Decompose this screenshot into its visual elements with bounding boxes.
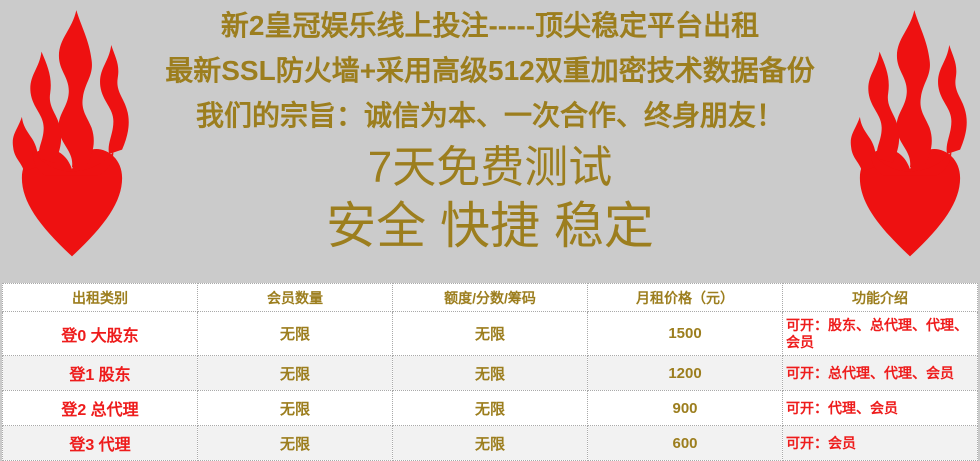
cell-quota: 无限: [392, 355, 588, 391]
cell-category: 登1 股东: [2, 355, 198, 391]
cell-category: 登0 大股东: [2, 311, 198, 356]
table-header-row: 出租类别 会员数量 额度/分数/筹码 月租价格（元） 功能介绍: [2, 283, 978, 312]
cell-features: 可开：股东、总代理、代理、会员: [782, 311, 978, 356]
headline-2: 最新SSL防火墙+采用高级512双重加密技术数据备份: [165, 55, 815, 86]
cell-members: 无限: [197, 425, 393, 461]
cell-quota: 无限: [392, 425, 588, 461]
header-banner: 新2皇冠娱乐线上投注-----顶尖稳定平台出租 最新SSL防火墙+采用高级512…: [165, 10, 815, 254]
cell-price: 900: [587, 390, 783, 426]
headline-1: 新2皇冠娱乐线上投注-----顶尖稳定平台出租: [220, 10, 760, 41]
col-header-category: 出租类别: [2, 283, 198, 312]
col-header-members: 会员数量: [197, 283, 393, 312]
col-header-price: 月租价格（元）: [587, 283, 783, 312]
free-trial-text: 7天免费测试: [367, 143, 613, 192]
table-row: 登0 大股东 无限 无限 1500 可开：股东、总代理、代理、会员: [2, 311, 978, 356]
cell-features: 可开：代理、会员: [782, 390, 978, 426]
cell-quota: 无限: [392, 390, 588, 426]
col-header-quota: 额度/分数/筹码: [392, 283, 588, 312]
pricing-table: 出租类别 会员数量 额度/分数/筹码 月租价格（元） 功能介绍 登0 大股东 无…: [2, 283, 978, 461]
flaming-heart-icon: [12, 10, 129, 257]
headline-3: 我们的宗旨：诚信为本、一次合作、终身朋友！: [195, 100, 784, 131]
cell-features: 可开：会员: [782, 425, 978, 461]
cell-category: 登3 代理: [2, 425, 198, 461]
cell-features: 可开：总代理、代理、会员: [782, 355, 978, 391]
cell-members: 无限: [197, 311, 393, 356]
flaming-heart-icon: [850, 10, 967, 257]
table-row: 登2 总代理 无限 无限 900 可开：代理、会员: [2, 390, 978, 426]
cell-price: 1500: [587, 311, 783, 356]
cell-price: 600: [587, 425, 783, 461]
cell-price: 1200: [587, 355, 783, 391]
col-header-features: 功能介绍: [782, 283, 978, 312]
cell-category: 登2 总代理: [2, 390, 198, 426]
table-row: 登1 股东 无限 无限 1200 可开：总代理、代理、会员: [2, 355, 978, 391]
table-row: 登3 代理 无限 无限 600 可开：会员: [2, 425, 978, 461]
slogan-text: 安全 快捷 稳定: [326, 198, 654, 254]
cell-members: 无限: [197, 390, 393, 426]
cell-quota: 无限: [392, 311, 588, 356]
cell-members: 无限: [197, 355, 393, 391]
